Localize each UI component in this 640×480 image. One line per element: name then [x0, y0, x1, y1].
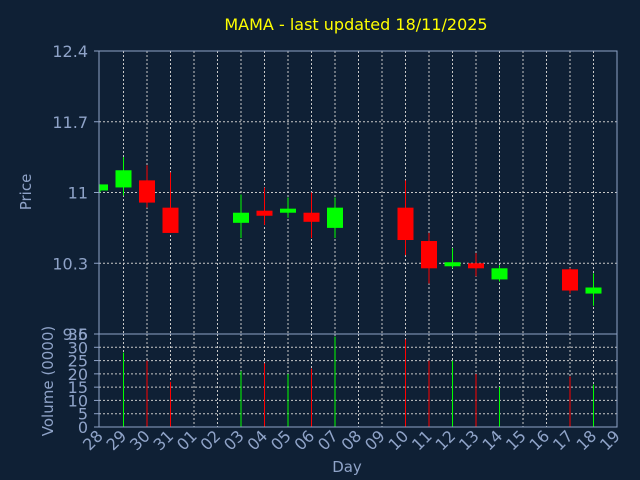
axes-frame: [94, 50, 618, 428]
candle-body: [585, 287, 602, 294]
candle-12: [444, 248, 461, 269]
candle-06: [303, 192, 320, 238]
candle-body: [327, 207, 343, 228]
price-tick-label: 12.4: [52, 42, 88, 61]
volume-tick-label: 25: [68, 352, 88, 371]
price-axis-label: Price: [17, 174, 35, 211]
candle-03: [233, 194, 249, 238]
candle-18: [585, 273, 602, 306]
candle-body: [115, 170, 132, 188]
candle-body: [139, 180, 155, 203]
candle-body: [256, 210, 273, 216]
candle-17: [562, 268, 578, 294]
candlestick-series: [99, 157, 602, 306]
price-tick-label: 10.3: [52, 254, 88, 273]
candle-04: [256, 187, 273, 225]
candle-body: [562, 269, 578, 291]
volume-tick-label: 10: [68, 391, 88, 410]
tick-labels: 12.411.71110.39.635302520151050282930310…: [52, 42, 623, 454]
candle-11: [421, 232, 437, 284]
candle-body: [233, 212, 249, 223]
chart-title: MAMA - last updated 18/11/2025: [224, 15, 487, 34]
candle-07: [327, 197, 343, 238]
candle-body: [468, 263, 484, 269]
candle-28: [99, 184, 108, 193]
price-tick-label: 11.7: [52, 113, 88, 132]
volume-axis-label: Volume (0000): [39, 326, 57, 436]
candle-10: [397, 180, 414, 256]
candle-31: [162, 172, 179, 233]
candle-body: [444, 262, 461, 267]
candle-body: [397, 207, 414, 241]
day-tick-label: 19: [596, 426, 624, 454]
candle-13: [468, 253, 484, 277]
volume-bar-series: [123, 336, 594, 427]
candle-body: [303, 212, 320, 222]
day-axis-label: Day: [332, 458, 362, 476]
volume-grid: [99, 334, 618, 427]
volume-tick-label: 0: [78, 418, 88, 437]
candle-body: [421, 241, 437, 269]
volume-plot-frame: [98, 333, 618, 428]
volume-tick-label: 35: [68, 325, 88, 344]
volume-tick-label: 30: [68, 338, 88, 357]
candle-body: [99, 184, 108, 191]
volume-tick-label: 20: [68, 365, 88, 384]
candle-body: [280, 208, 296, 213]
candle-14: [491, 265, 508, 282]
price-tick-label: 9.6: [63, 325, 88, 344]
price-tick-label: 11: [68, 184, 88, 203]
candle-29: [115, 157, 132, 196]
price-grid: [99, 51, 618, 334]
candle-05: [280, 197, 296, 218]
candle-30: [139, 165, 155, 208]
volume-tick-label: 15: [68, 378, 88, 397]
candle-body: [491, 268, 508, 280]
volume-tick-label: 5: [78, 405, 88, 424]
candle-body: [162, 207, 179, 233]
